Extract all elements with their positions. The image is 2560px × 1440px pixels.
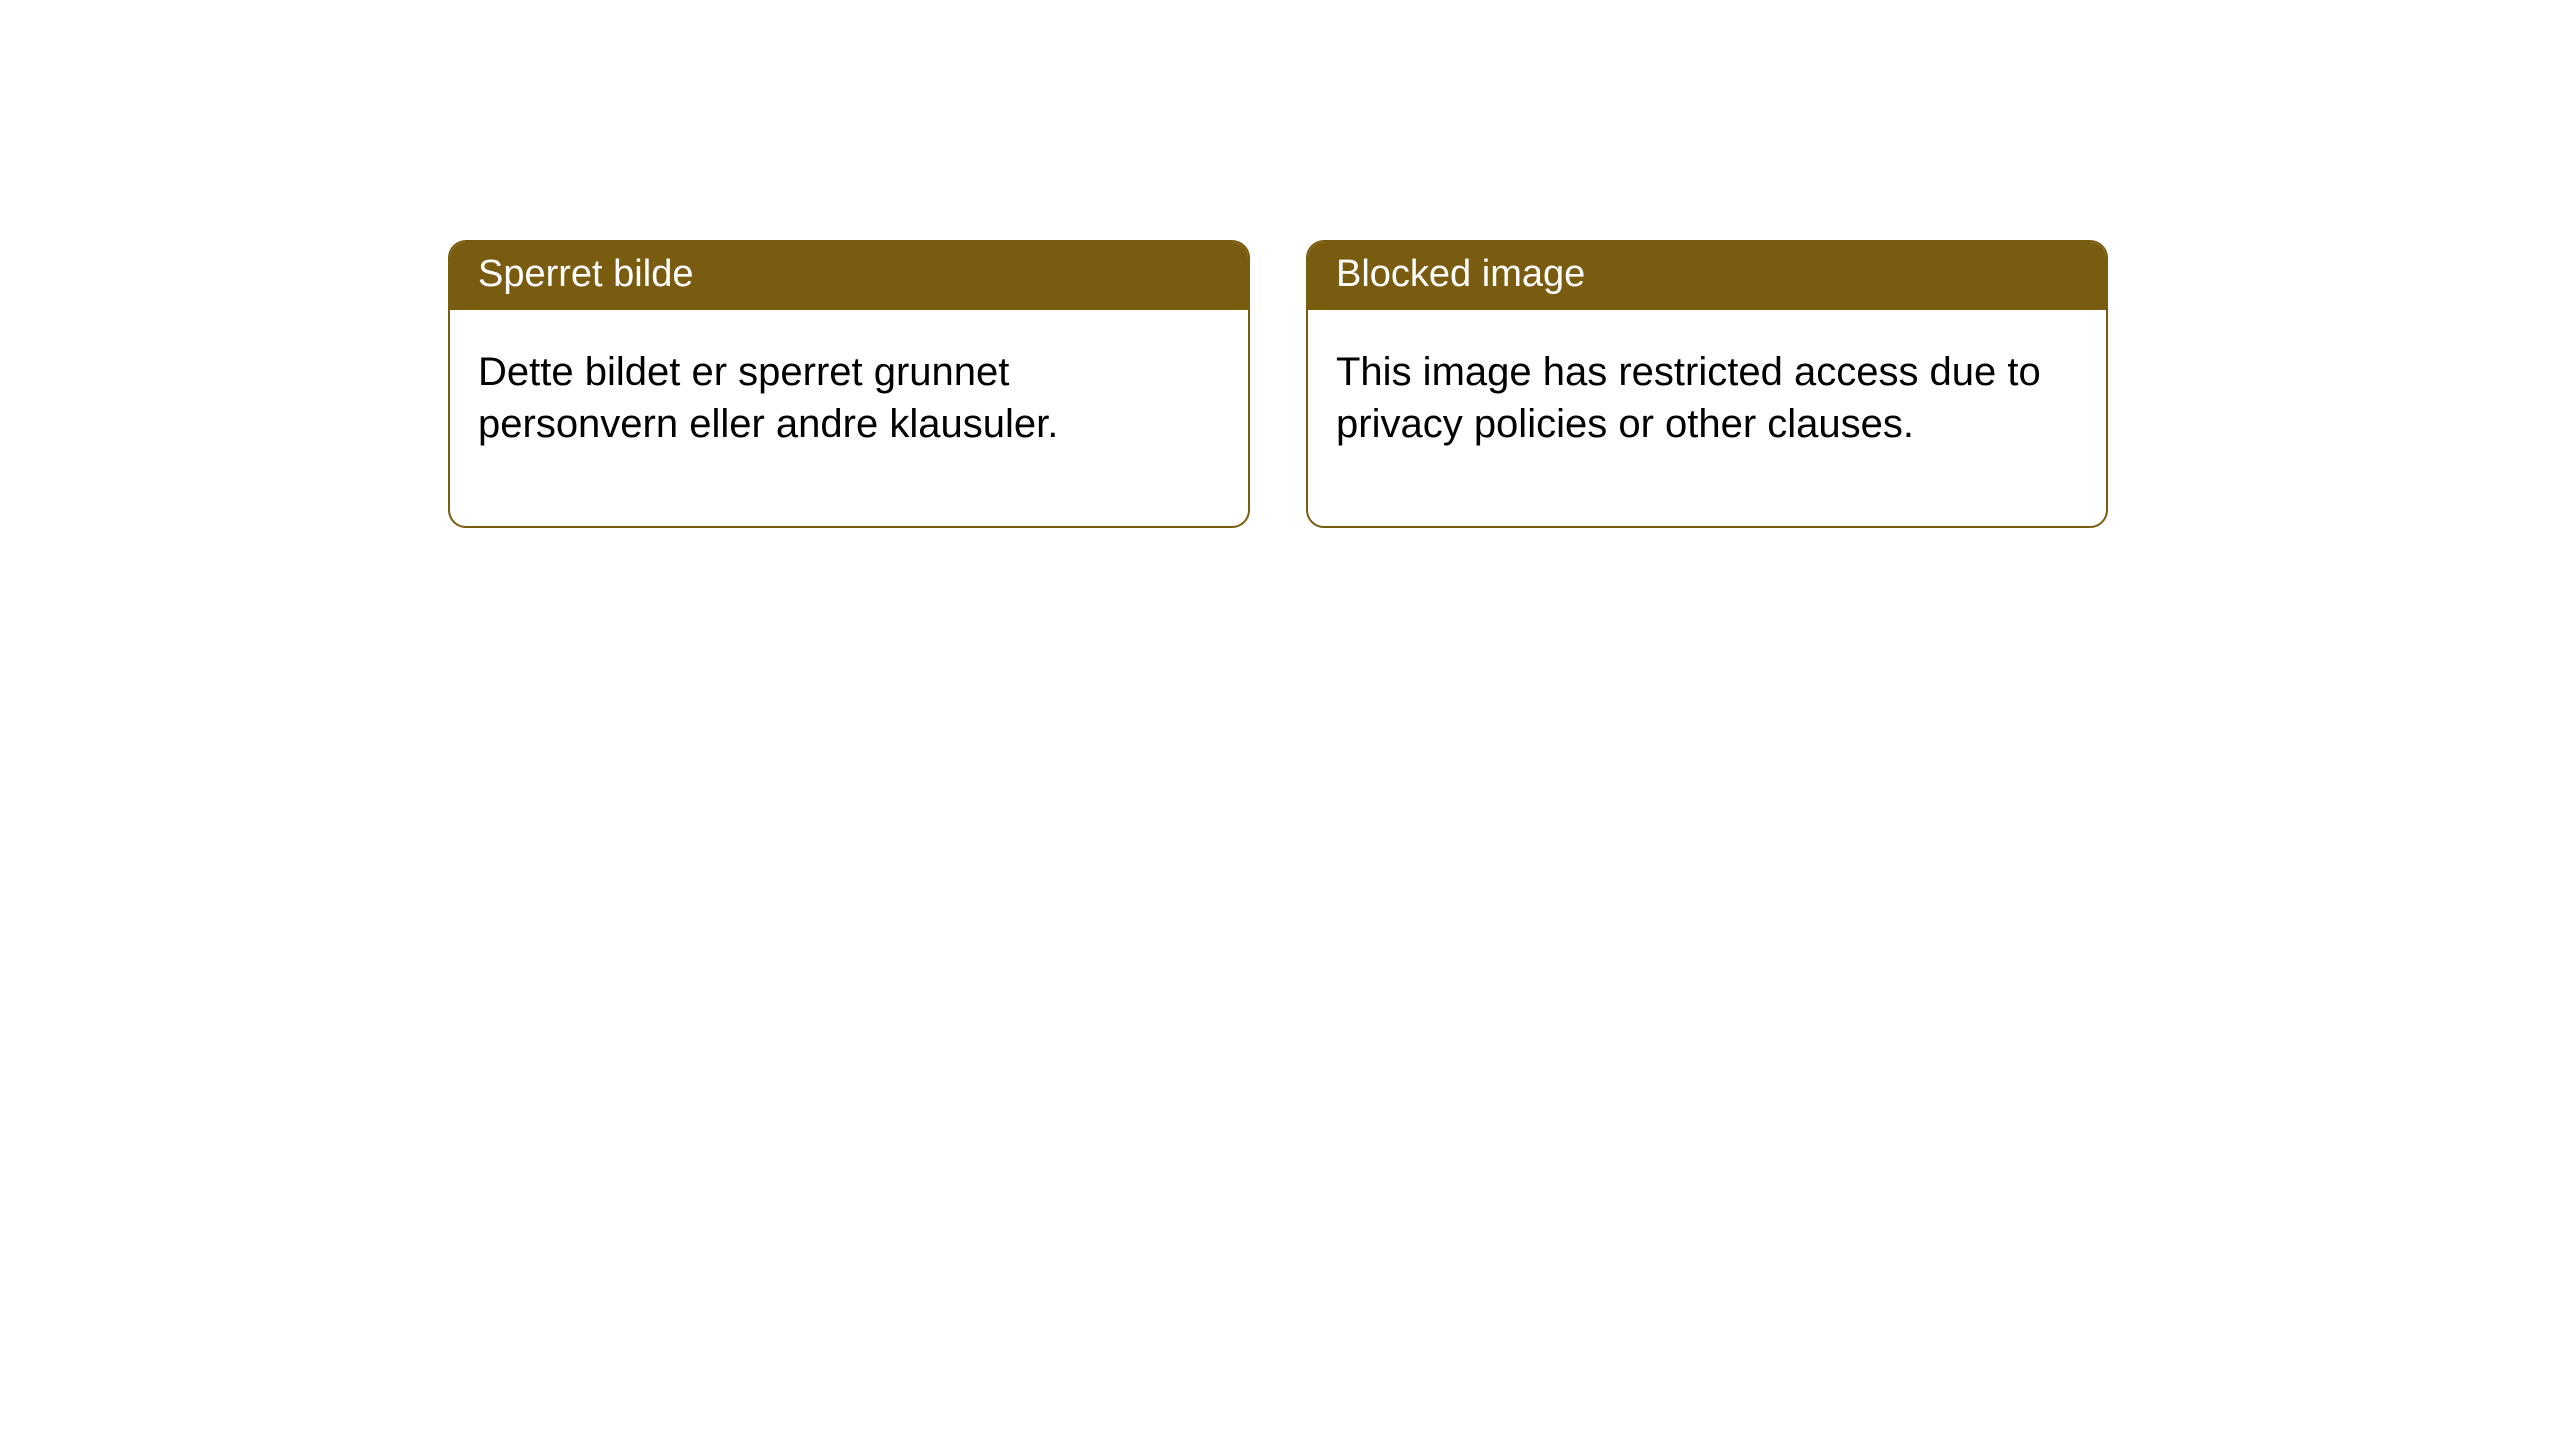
notice-body-english: This image has restricted access due to … xyxy=(1308,310,2106,526)
notice-card-english: Blocked image This image has restricted … xyxy=(1306,240,2108,528)
notice-card-norwegian: Sperret bilde Dette bildet er sperret gr… xyxy=(448,240,1250,528)
notice-body-norwegian: Dette bildet er sperret grunnet personve… xyxy=(450,310,1248,526)
notice-body-text: This image has restricted access due to … xyxy=(1336,350,2041,446)
notice-title: Sperret bilde xyxy=(478,253,693,295)
notice-header-english: Blocked image xyxy=(1308,242,2106,310)
notice-title: Blocked image xyxy=(1336,253,1585,295)
notice-header-norwegian: Sperret bilde xyxy=(450,242,1248,310)
notice-body-text: Dette bildet er sperret grunnet personve… xyxy=(478,350,1058,446)
notice-container: Sperret bilde Dette bildet er sperret gr… xyxy=(0,0,2560,528)
